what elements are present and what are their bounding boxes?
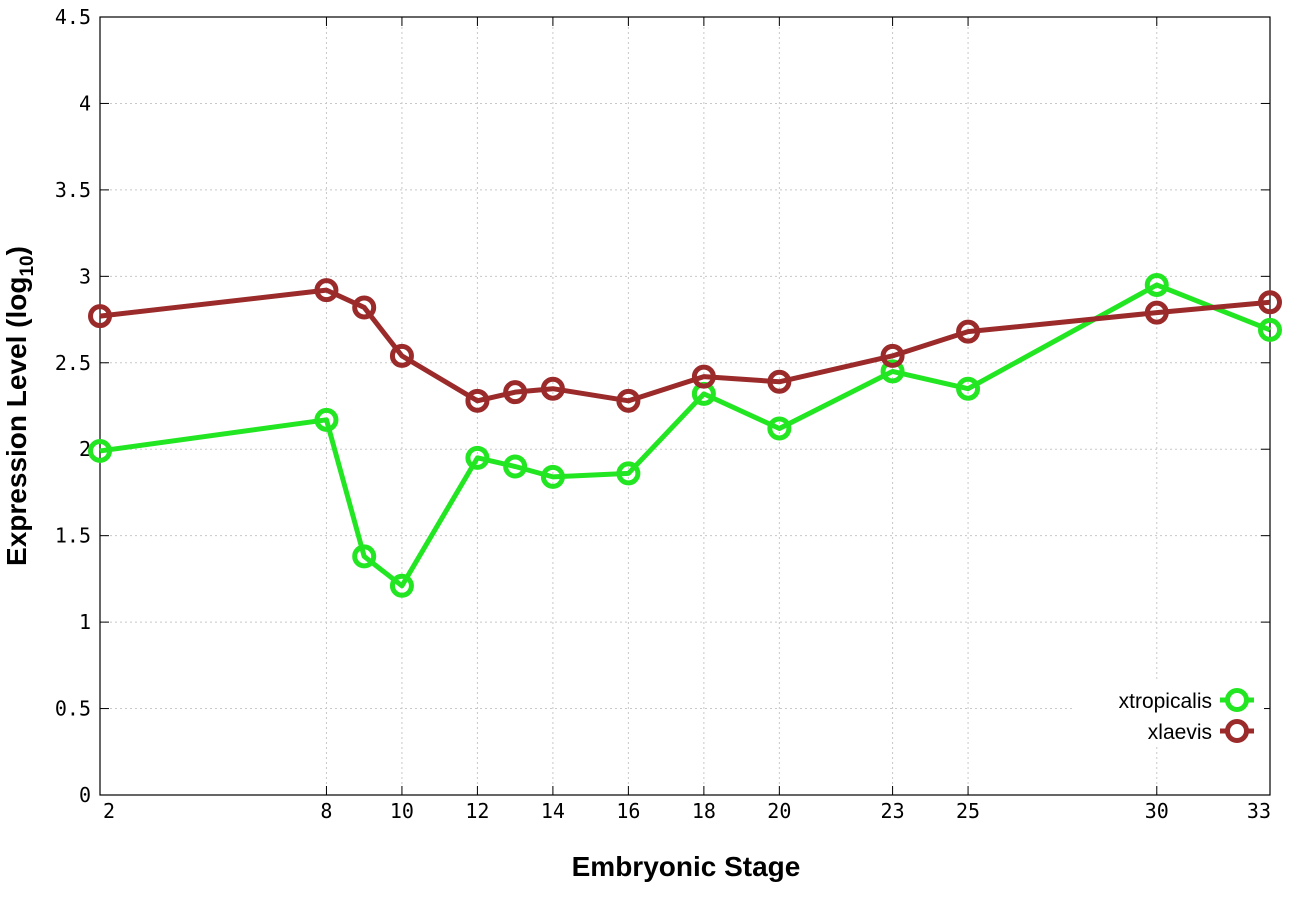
x-tick-label: 14 xyxy=(541,799,565,823)
legend-label-xlaevis: xlaevis xyxy=(1148,721,1212,744)
x-tick-label: 8 xyxy=(320,799,332,823)
data-point-xlaevis xyxy=(880,343,905,368)
y-tick-label: 2 xyxy=(79,437,91,461)
data-point-xlaevis xyxy=(540,376,565,401)
y-axis-title-subscript: 10 xyxy=(17,255,38,276)
y-tick-label: 0 xyxy=(79,783,91,807)
y-axis-title: Expression Level (log10) xyxy=(1,246,38,566)
data-point-xtropicalis xyxy=(616,461,641,486)
x-tick-label: 25 xyxy=(956,799,980,823)
series-layer xyxy=(88,272,1282,598)
data-point-xtropicalis xyxy=(880,359,905,384)
data-point-xtropicalis xyxy=(465,445,490,470)
y-tick-label: 0.5 xyxy=(55,697,91,721)
data-point-xtropicalis xyxy=(389,573,414,598)
x-tick-label: 30 xyxy=(1145,799,1169,823)
legend: xtropicalis xlaevis xyxy=(1072,680,1264,746)
data-point-xlaevis xyxy=(389,343,414,368)
data-point-xlaevis xyxy=(88,304,112,329)
y-tick-label: 4 xyxy=(79,91,91,115)
data-point-xtropicalis xyxy=(503,454,528,479)
legend-label-xtropicalis: xtropicalis xyxy=(1119,690,1212,713)
x-tick-label: 33 xyxy=(1247,799,1271,823)
x-tick-label: 20 xyxy=(767,799,791,823)
axis-ticks: 0 0.5 1 1.5 2 2.5 3 3.5 4 4.5 2 8 10 12 14 16 18 20 23 25 30… xyxy=(55,5,1271,823)
data-point-xtropicalis xyxy=(1144,272,1169,297)
y-tick-label: 1.5 xyxy=(55,524,91,548)
data-point-xlaevis xyxy=(465,388,490,413)
series-xtropicalis xyxy=(88,272,1282,598)
data-point-xtropicalis xyxy=(352,544,377,569)
data-point-xtropicalis xyxy=(540,464,565,489)
grid-lines xyxy=(100,17,1270,795)
x-tick-label: 18 xyxy=(692,799,716,823)
data-point-xtropicalis xyxy=(314,407,339,432)
data-point-xlaevis xyxy=(1144,300,1169,325)
y-axis-title-close: ) xyxy=(1,246,32,255)
data-point-xlaevis xyxy=(956,319,981,344)
y-tick-label: 3 xyxy=(79,264,91,288)
data-point-xtropicalis xyxy=(767,416,792,441)
legend-marker-xlaevis xyxy=(1225,719,1249,743)
x-axis-title: Embryonic Stage xyxy=(572,851,801,882)
data-point-xlaevis xyxy=(314,278,339,303)
data-point-xtropicalis xyxy=(88,438,112,463)
data-point-xlaevis xyxy=(1258,290,1282,315)
x-tick-label: 16 xyxy=(616,799,640,823)
data-point-xlaevis xyxy=(503,380,528,405)
y-axis-title-main: Expression Level (log xyxy=(1,277,32,566)
y-tick-label: 3.5 xyxy=(55,178,91,202)
legend-marker-xtropicalis xyxy=(1225,688,1249,712)
series-xlaevis xyxy=(88,278,1282,413)
y-tick-label: 4.5 xyxy=(55,5,91,29)
series-line-xlaevis xyxy=(99,287,1271,404)
x-tick-label: 10 xyxy=(390,799,414,823)
data-point-xtropicalis xyxy=(956,376,981,401)
x-tick-label: 12 xyxy=(465,799,489,823)
data-point-xlaevis xyxy=(616,388,641,413)
plot-frame xyxy=(99,16,1271,796)
data-point-xtropicalis xyxy=(1258,317,1282,342)
data-point-xlaevis xyxy=(691,364,716,389)
series-line-xtropicalis xyxy=(99,282,1271,589)
data-point-xlaevis xyxy=(767,369,792,394)
data-point-xlaevis xyxy=(352,295,377,320)
y-tick-label: 2.5 xyxy=(55,351,91,375)
x-tick-label: 2 xyxy=(103,799,115,823)
x-tick-label: 23 xyxy=(881,799,905,823)
y-tick-label: 1 xyxy=(79,610,91,634)
